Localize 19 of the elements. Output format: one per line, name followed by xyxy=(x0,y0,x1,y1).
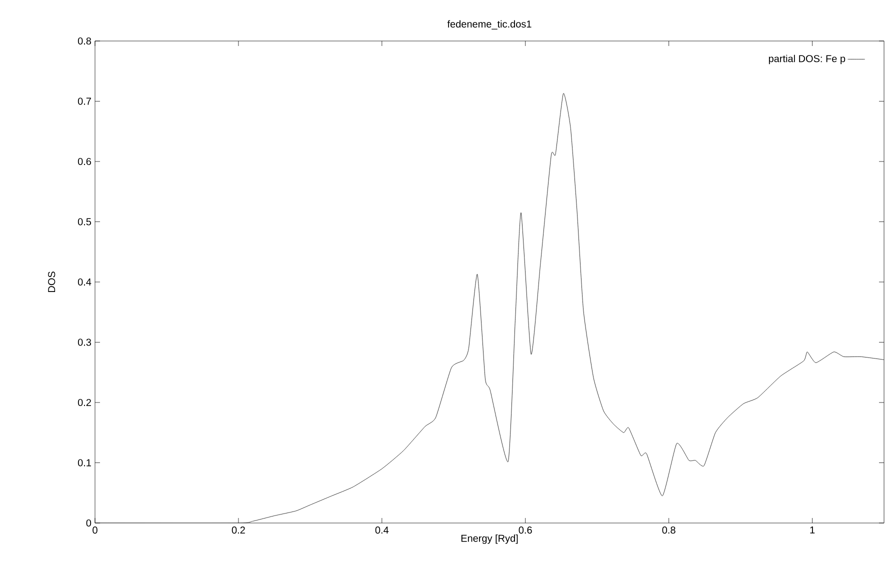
x-tick-label: 0 xyxy=(92,526,98,534)
x-tick-label: 0.2 xyxy=(232,526,245,534)
legend-label: partial DOS: Fe p xyxy=(768,54,846,64)
x-axis-title: Energy [Ryd] xyxy=(461,534,518,544)
y-tick-label: 0.2 xyxy=(78,398,91,406)
y-tick-label: 0.1 xyxy=(78,459,91,466)
y-tick-label: 0.6 xyxy=(78,158,92,166)
y-tick-label: 0.4 xyxy=(78,278,92,286)
y-tick-label: 0.8 xyxy=(78,37,92,45)
y-axis-title: DOS xyxy=(48,272,56,292)
x-tick-label: 1 xyxy=(810,526,815,534)
x-tick-label: 0.8 xyxy=(662,526,676,534)
chart-title: fedeneme_tic.dos1 xyxy=(447,20,532,30)
y-tick-label: 0 xyxy=(86,519,92,527)
y-tick-label: 0.7 xyxy=(78,98,91,105)
y-tick-label: 0.5 xyxy=(78,218,92,226)
y-tick-label: 0.3 xyxy=(78,338,92,346)
x-tick-label: 0.6 xyxy=(518,526,532,534)
x-tick-label: 0.4 xyxy=(375,526,389,534)
